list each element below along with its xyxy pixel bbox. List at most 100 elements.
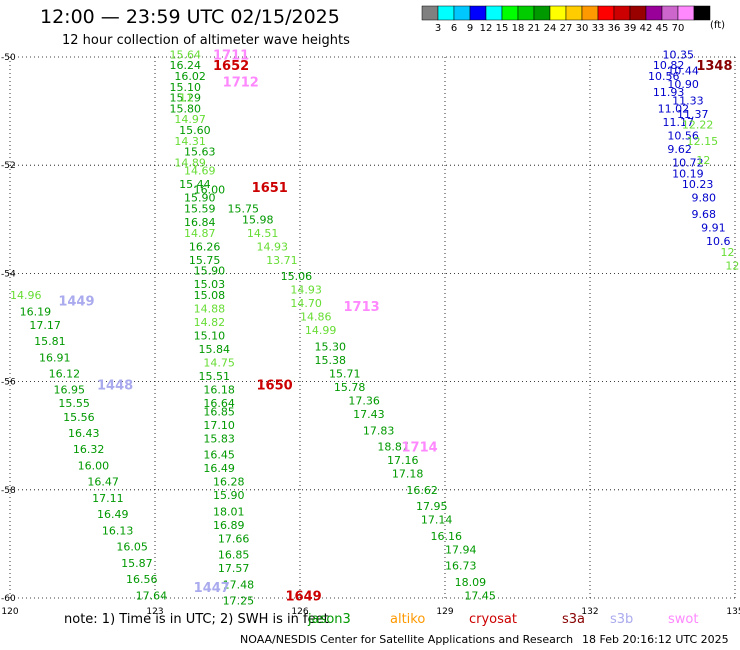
x-tick-label: 135 <box>726 607 740 617</box>
wave-height-label: 17.57 <box>218 562 250 575</box>
colorbar-label: 3 <box>435 23 441 34</box>
wave-height-label: 15.29 <box>170 92 202 105</box>
wave-height-label: 16.85 <box>218 549 250 562</box>
wave-height-label: 14.96 <box>10 289 42 302</box>
colorbar-swatch <box>453 5 471 21</box>
colorbar-swatch <box>645 5 663 21</box>
wave-height-label: 9.62 <box>667 143 692 156</box>
wave-height-label: 10.23 <box>682 178 714 191</box>
colorbar-label: 6 <box>451 23 457 34</box>
wave-height-label: 15.03 <box>194 278 226 291</box>
wave-height-label: 16.00 <box>78 459 110 472</box>
colorbar-swatch <box>677 5 695 21</box>
colorbar-label: 15 <box>496 23 509 34</box>
wave-height-label: 18.09 <box>455 576 487 589</box>
wave-height-label: 15.80 <box>170 102 202 115</box>
wave-height-label: 15.90 <box>213 489 245 502</box>
colorbar-swatch <box>693 5 711 21</box>
colorbar-label: 70 <box>672 23 685 34</box>
x-tick-label: 129 <box>436 607 453 617</box>
wave-height-label: 12.22 <box>682 119 714 132</box>
wave-height-label: 14.97 <box>174 113 206 126</box>
wave-height-label: 17.11 <box>92 492 124 505</box>
wave-height-label: 18.01 <box>213 505 245 518</box>
colorbar-swatch <box>437 5 455 21</box>
wave-height-label: 16.91 <box>39 351 71 364</box>
wave-height-label: 10.90 <box>667 78 699 91</box>
wave-height-label: 14.31 <box>174 135 206 148</box>
wave-height-label: 10.6 <box>706 235 731 248</box>
wave-height-label: 10.56 <box>648 70 680 83</box>
wave-height-label: 15.38 <box>315 354 347 367</box>
wave-height-label: 16.95 <box>54 384 86 397</box>
wave-height-label: 14.69 <box>184 165 216 178</box>
wave-height-label: 10.56 <box>667 129 699 142</box>
wave-height-label: 16.00 <box>194 184 226 197</box>
pass-number-label: 1711 <box>213 48 249 63</box>
colorbar-swatch <box>581 5 599 21</box>
wave-height-label: 14.51 <box>247 227 278 240</box>
wave-height-label: 15.75 <box>228 202 260 215</box>
wave-height-label: 11.17 <box>663 116 695 129</box>
wave-height-label: 11.33 <box>672 94 704 107</box>
wave-height-label: 14.89 <box>174 156 206 169</box>
chart-title: 12:00 — 23:59 UTC 02/15/2025 <box>40 6 340 28</box>
colorbar-swatch <box>421 5 439 21</box>
wave-height-label: 10.82 <box>653 59 685 72</box>
wave-height-label: 16.26 <box>189 240 221 253</box>
wave-height-label: 15.51 <box>199 370 231 383</box>
colorbar-label: 24 <box>544 23 557 34</box>
wave-height-label: 15.75 <box>189 254 221 267</box>
wave-height-label: 14.70 <box>290 297 322 310</box>
wave-height-label: 16.49 <box>97 508 129 521</box>
legend-s3a: s3a <box>562 612 586 627</box>
wave-height-label: 17.10 <box>203 419 235 432</box>
colorbar-swatch <box>469 5 487 21</box>
pass-number-label: 1652 <box>213 59 249 74</box>
legend-swot: swot <box>668 612 699 627</box>
wave-height-label: 16.24 <box>170 59 202 72</box>
pass-number-label: 1714 <box>402 441 438 456</box>
legend-jason3: jason3 <box>308 612 351 627</box>
wave-height-label: 17.83 <box>363 424 395 437</box>
wave-height-label: 15.98 <box>242 213 274 226</box>
wave-height-label: 16.47 <box>87 476 119 489</box>
legend-cryosat: cryosat <box>469 612 517 627</box>
wave-height-label: 15.71 <box>329 367 361 380</box>
colorbar-unit: (ft) <box>710 20 726 31</box>
x-tick-label: 123 <box>146 607 163 617</box>
wave-height-label: 17.14 <box>421 514 453 527</box>
x-tick-label: 132 <box>581 607 598 617</box>
wave-height-label: 15.63 <box>184 146 216 159</box>
wave-height-label: 18.87 <box>377 441 409 454</box>
wave-height-label: 16.16 <box>431 530 463 543</box>
colorbar: 3 6 9 12 15 18 21 24 27 30 33 36 39 42 45 70 <box>421 5 711 34</box>
wave-height-label: 15.44 <box>179 178 211 191</box>
wave-height-label: 17.45 <box>464 589 496 602</box>
wave-height-label: 14.87 <box>184 227 216 240</box>
pass-number-label: 1651 <box>252 181 288 196</box>
y-tick-label: -50 <box>1 53 16 63</box>
chart-subtitle: 12 hour collection of altimeter wave hei… <box>62 33 350 48</box>
wave-height-label: 14.93 <box>290 284 322 297</box>
y-tick-label: -56 <box>1 378 16 388</box>
wave-height-label: 17.16 <box>387 454 419 467</box>
wave-height-label: 17.17 <box>29 319 61 332</box>
wave-height-label: 12 <box>721 246 735 259</box>
wave-height-label: 15.83 <box>203 432 235 445</box>
wave-height-label: 17.36 <box>348 395 380 408</box>
colorbar-swatch <box>613 5 631 21</box>
wave-height-label: 16.05 <box>116 541 148 554</box>
colorbar-swatch <box>517 5 535 21</box>
pass-number-label: 1449 <box>58 294 94 309</box>
x-tick-label: 120 <box>1 607 18 617</box>
wave-height-label: 12 <box>725 259 739 272</box>
wave-height-label: 16.49 <box>203 462 235 475</box>
wave-height-label: 15.10 <box>194 330 226 343</box>
wave-height-label: 16.56 <box>126 573 158 586</box>
wave-height-label: 16.28 <box>213 476 245 489</box>
wave-height-label: 12 <box>696 154 710 167</box>
wave-height-label: 17.94 <box>445 543 477 556</box>
wave-height-label: 14.93 <box>257 240 289 253</box>
colorbar-swatch <box>597 5 615 21</box>
